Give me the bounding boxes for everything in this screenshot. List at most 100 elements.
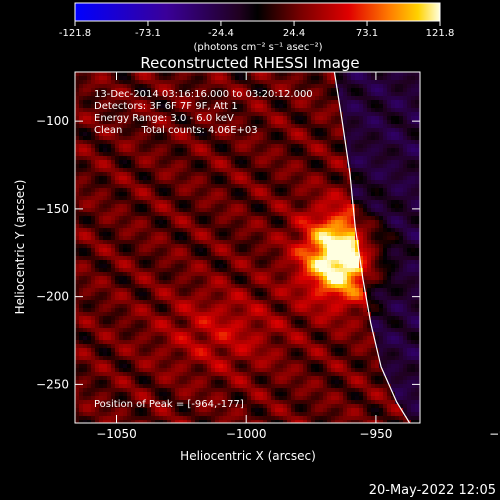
heatmap-cell bbox=[231, 212, 235, 216]
heatmap-cell bbox=[259, 76, 263, 80]
heatmap-cell bbox=[315, 296, 319, 300]
heatmap-cell bbox=[239, 152, 243, 156]
heatmap-cell bbox=[147, 92, 151, 96]
heatmap-cell bbox=[223, 152, 227, 156]
heatmap-cell bbox=[303, 204, 307, 208]
heatmap-cell bbox=[371, 228, 375, 232]
heatmap-cell bbox=[87, 284, 91, 288]
heatmap-cell bbox=[107, 240, 111, 244]
heatmap-cell bbox=[251, 140, 255, 144]
heatmap-cell bbox=[395, 216, 399, 220]
heatmap-cell bbox=[171, 108, 175, 112]
heatmap-cell bbox=[219, 260, 223, 264]
heatmap-cell bbox=[219, 76, 223, 80]
heatmap-cell bbox=[335, 80, 339, 84]
heatmap-cell bbox=[159, 220, 163, 224]
heatmap-cell bbox=[275, 240, 279, 244]
heatmap-cell bbox=[351, 168, 355, 172]
heatmap-cell bbox=[287, 292, 291, 296]
heatmap-cell bbox=[147, 280, 151, 284]
heatmap-cell bbox=[255, 256, 259, 260]
heatmap-cell bbox=[299, 92, 303, 96]
heatmap-cell bbox=[87, 80, 91, 84]
heatmap-cell bbox=[359, 140, 363, 144]
heatmap-cell bbox=[375, 292, 379, 296]
heatmap-cell bbox=[407, 212, 411, 216]
heatmap-cell bbox=[235, 180, 239, 184]
heatmap-cell bbox=[299, 120, 303, 124]
heatmap-cell bbox=[399, 92, 403, 96]
heatmap-cell bbox=[355, 288, 359, 292]
heatmap-cell bbox=[223, 260, 227, 264]
heatmap-cell bbox=[215, 204, 219, 208]
heatmap-cell bbox=[131, 84, 135, 88]
heatmap-cell bbox=[275, 236, 279, 240]
heatmap-cell bbox=[359, 244, 363, 248]
heatmap-cell bbox=[251, 204, 255, 208]
heatmap-cell bbox=[279, 296, 283, 300]
heatmap-cell bbox=[247, 160, 251, 164]
heatmap-cell bbox=[399, 136, 403, 140]
heatmap-cell bbox=[191, 216, 195, 220]
heatmap-cell bbox=[279, 228, 283, 232]
heatmap-cell bbox=[199, 76, 203, 80]
heatmap-cell bbox=[155, 228, 159, 232]
heatmap-cell bbox=[407, 276, 411, 280]
heatmap-cell bbox=[183, 92, 187, 96]
heatmap-cell bbox=[203, 236, 207, 240]
heatmap-cell bbox=[175, 176, 179, 180]
heatmap-cell bbox=[159, 172, 163, 176]
heatmap-cell bbox=[355, 208, 359, 212]
heatmap-cell bbox=[243, 260, 247, 264]
heatmap-cell bbox=[383, 208, 387, 212]
heatmap-cell bbox=[235, 100, 239, 104]
heatmap-cell bbox=[303, 96, 307, 100]
heatmap-cell bbox=[151, 176, 155, 180]
heatmap-cell bbox=[87, 144, 91, 148]
heatmap-cell bbox=[99, 276, 103, 280]
heatmap-cell bbox=[291, 140, 295, 144]
heatmap-cell bbox=[159, 156, 163, 160]
heatmap-cell bbox=[415, 172, 419, 176]
heatmap-cell bbox=[99, 216, 103, 220]
heatmap-cell bbox=[243, 76, 247, 80]
heatmap-cell bbox=[215, 80, 219, 84]
heatmap-cell bbox=[191, 120, 195, 124]
heatmap-cell bbox=[91, 176, 95, 180]
heatmap-cell bbox=[351, 160, 355, 164]
heatmap-cell bbox=[135, 172, 139, 176]
heatmap-cell bbox=[315, 276, 319, 280]
heatmap-cell bbox=[351, 232, 355, 236]
heatmap-cell bbox=[255, 124, 259, 128]
heatmap-cell bbox=[315, 144, 319, 148]
heatmap-cell bbox=[355, 148, 359, 152]
heatmap-cell bbox=[291, 196, 295, 200]
heatmap-cell bbox=[287, 168, 291, 172]
heatmap-cell bbox=[371, 76, 375, 80]
heatmap-cell bbox=[131, 104, 135, 108]
heatmap-cell bbox=[391, 280, 395, 284]
heatmap-cell bbox=[231, 144, 235, 148]
heatmap-cell bbox=[267, 144, 271, 148]
heatmap-cell bbox=[367, 188, 371, 192]
heatmap-cell bbox=[407, 216, 411, 220]
heatmap-cell bbox=[135, 156, 139, 160]
heatmap-cell bbox=[95, 124, 99, 128]
heatmap-cell bbox=[315, 136, 319, 140]
heatmap-cell bbox=[267, 216, 271, 220]
heatmap-cell bbox=[319, 144, 323, 148]
heatmap-cell bbox=[203, 252, 207, 256]
heatmap-cell bbox=[355, 176, 359, 180]
heatmap-cell bbox=[159, 72, 163, 76]
heatmap-cell bbox=[355, 120, 359, 124]
heatmap-cell bbox=[411, 128, 415, 132]
heatmap-cell bbox=[355, 212, 359, 216]
heatmap-cell bbox=[127, 120, 131, 124]
heatmap-cell bbox=[79, 104, 83, 108]
heatmap-cell bbox=[311, 196, 315, 200]
heatmap-cell bbox=[327, 128, 331, 132]
heatmap-cell bbox=[167, 100, 171, 104]
heatmap-cell bbox=[263, 200, 267, 204]
heatmap-cell bbox=[395, 292, 399, 296]
heatmap-cell bbox=[215, 176, 219, 180]
